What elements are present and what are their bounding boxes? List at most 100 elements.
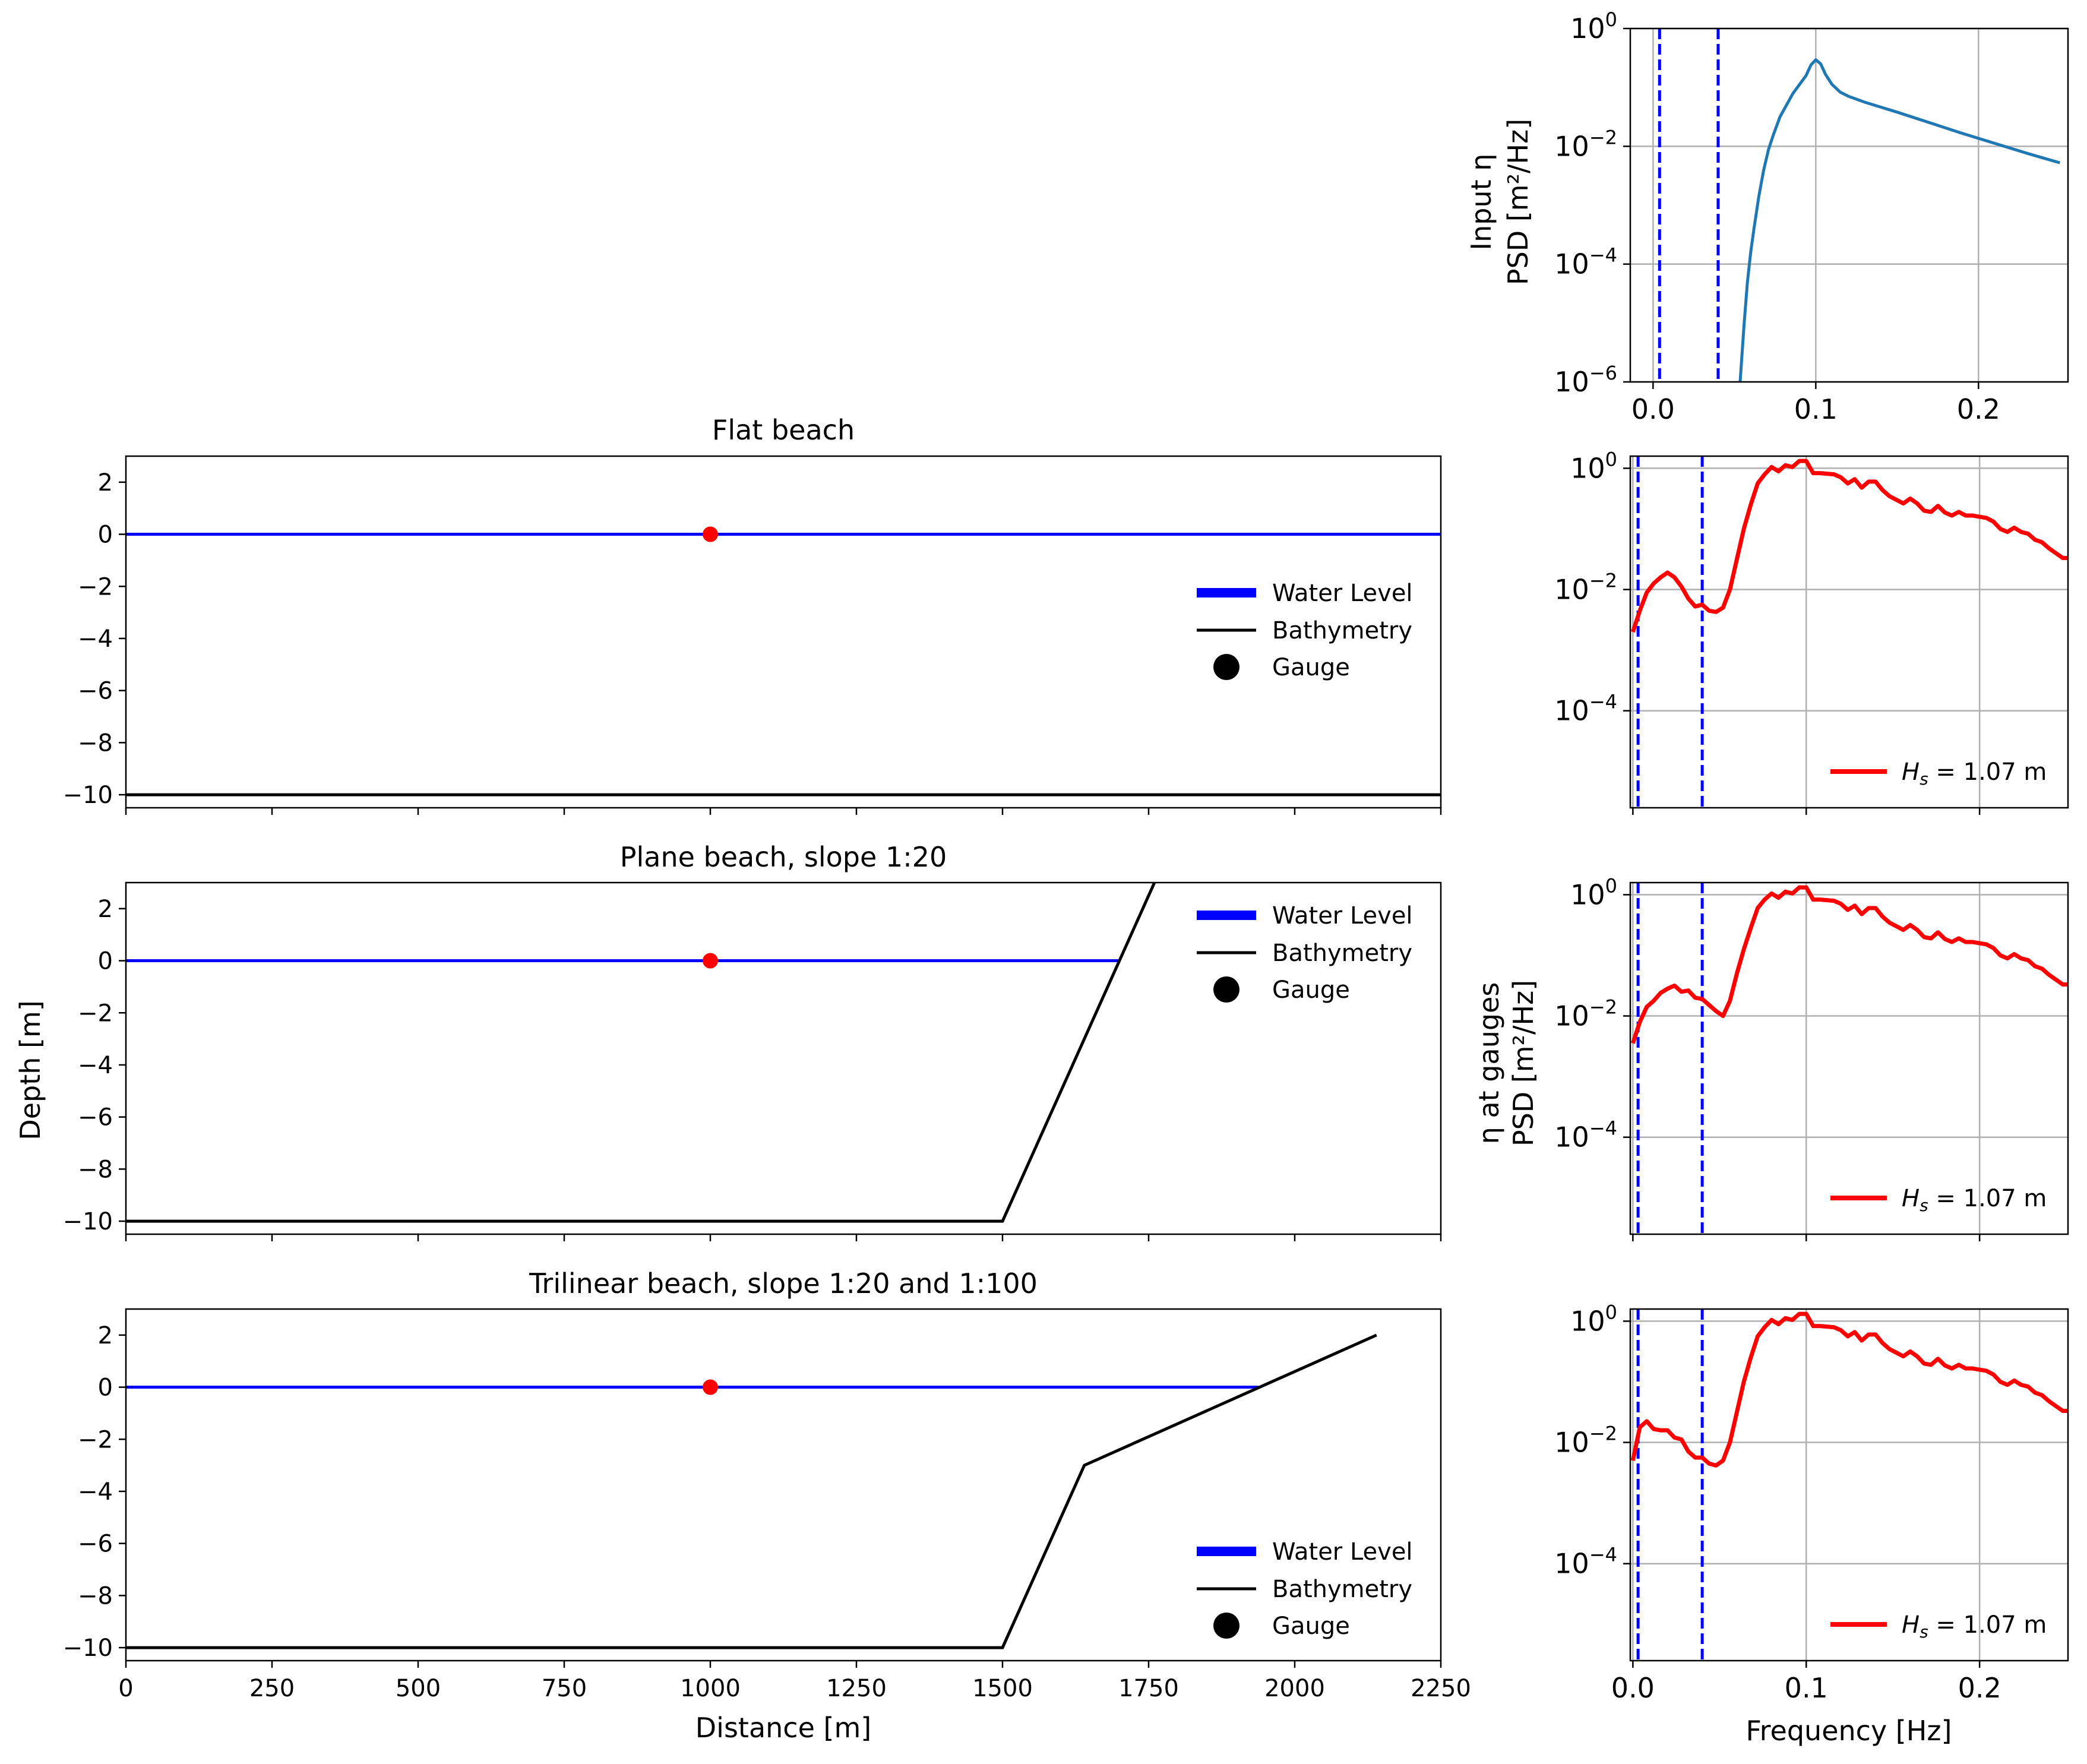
psd-input-ytick-exponent: 0 (1605, 8, 1617, 31)
profile-plane-title: Plane beach, slope 1:20 (620, 841, 947, 873)
psd-gauge-flat-legend: Hs = 1.07 m (1830, 758, 2047, 789)
legend-bathy-text: Bathymetry (1272, 940, 1412, 967)
profile-trilinear-xtick-label: 750 (542, 1675, 587, 1702)
profile-trilinear-frame (125, 1308, 1442, 1662)
profile-trilinear-bathymetry-line (126, 1333, 1377, 1649)
psd-gauge-trilinear-frame (1629, 1308, 2069, 1662)
profile-trilinear-xtick-label: 1500 (972, 1675, 1033, 1702)
psd-gauge-plane-psd-line (1631, 885, 2068, 1044)
legend-hs-symbol: H (1902, 1185, 1920, 1212)
legend-hs-text: Hs = 1.07 m (1902, 758, 2047, 789)
profile-trilinear-xtick-label: 500 (396, 1675, 441, 1702)
profile-flat-ytick-label: −2 (78, 573, 113, 600)
profile-plane-ytick-label: −2 (78, 1000, 113, 1027)
psd-gauge-plane-ytick-base: 10 (1554, 1121, 1589, 1153)
profile-trilinear-xtick-label: 1750 (1118, 1675, 1179, 1702)
psd-gauge-flat-ytick-exponent: −4 (1589, 691, 1617, 713)
profile-trilinear-xtick-label: 250 (249, 1675, 295, 1702)
psd-gauge-trilinear-ytick-exponent: −4 (1589, 1544, 1617, 1566)
profile-trilinear-xtick-label: 1000 (680, 1675, 741, 1702)
psd-gauge-flat-ytick-base: 10 (1554, 574, 1589, 606)
psd-gauge-trilinear-ytick-base: 10 (1554, 1427, 1589, 1459)
profile-flat-ytick-label: 0 (98, 521, 113, 549)
psd-input-frame (1629, 27, 2069, 383)
legend-gauge-text: Gauge (1272, 976, 1350, 1004)
psd-input-ytick-base: 10 (1554, 248, 1589, 280)
psd-input-ylabel-line1: Input η (1465, 154, 1497, 251)
psd-input-ytick-label: 10−6 (1554, 362, 1617, 398)
psd-gauge-flat-frame (1629, 455, 2069, 809)
psd-gauge-trilinear-ytick-base: 10 (1554, 1548, 1589, 1580)
legend-hs-subscript: s (1920, 1196, 1928, 1215)
psd-gauge-trilinear-ytick-base: 10 (1570, 1305, 1605, 1337)
profile-flat-plot: 2 0 −2 −4 −6 −8 −10 (63, 455, 1442, 815)
profile-trilinear-ytick-label: −8 (78, 1582, 113, 1610)
legend-water-text: Water Level (1272, 1538, 1413, 1566)
depth-ylabel: Depth [m] (14, 1000, 46, 1140)
legend-hs-subscript: s (1920, 769, 1928, 789)
psd-gauge-plane-legend: Hs = 1.07 m (1830, 1185, 2047, 1215)
legend-water-text: Water Level (1272, 580, 1413, 607)
psd-gauge-flat-ytick-exponent: −2 (1589, 570, 1617, 592)
legend-hs-symbol: H (1902, 1611, 1920, 1639)
legend-hs-text: Hs = 1.07 m (1902, 1611, 2047, 1642)
psd-input-ytick-label: 100 (1570, 8, 1617, 45)
psd-gauge-flat-ytick-base: 10 (1570, 452, 1605, 484)
psd-input-xtick-label: 0.1 (1794, 393, 1838, 425)
psd-gauge-plane-ytick-label: 10−4 (1554, 1117, 1617, 1153)
psd-input-xtick-label: 0.0 (1631, 393, 1675, 425)
psd-input-ytick-label: 10−2 (1554, 126, 1617, 162)
legend-hs-subscript: s (1920, 1622, 1928, 1642)
psd-input-ytick-exponent: −6 (1589, 362, 1617, 384)
profile-trilinear-xtick-label: 1250 (826, 1675, 887, 1702)
profile-plane-ytick-label: −10 (63, 1208, 113, 1235)
profile-trilinear-ytick-label: −6 (78, 1531, 113, 1558)
profile-flat-ytick-label: −10 (63, 782, 113, 809)
distance-xlabel: Distance [m] (695, 1712, 871, 1744)
profile-flat-ytick-label: −4 (78, 625, 113, 653)
psd-gauge-plane-ytick-base: 10 (1554, 1000, 1589, 1032)
legend-gauge-marker (1213, 1613, 1239, 1639)
psd-gauge-plane-ytick-label: 10−2 (1554, 996, 1617, 1032)
psd-gauge-trilinear-ytick-label: 100 (1570, 1301, 1617, 1337)
legend-bathy-text: Bathymetry (1272, 1576, 1412, 1603)
profile-plane-ytick-label: −4 (78, 1052, 113, 1079)
profile-plane-bathymetry-line (126, 883, 1156, 1223)
psd-gauge-plane-ytick-exponent: −4 (1589, 1117, 1617, 1140)
psd-gauge-flat-ytick-base: 10 (1554, 695, 1589, 727)
profile-flat-ytick-label: 2 (98, 469, 113, 497)
profile-trilinear-plot: 20−2−4−6−8−100 250 500 750 1000 1250 1500 1750 2… (63, 1308, 1471, 1702)
profile-trilinear-ytick-label: −2 (78, 1426, 113, 1453)
psd-gauge-plane-ytick-exponent: 0 (1605, 874, 1617, 897)
profile-plane-gauge-point (703, 953, 718, 969)
psd-gauge-trilinear-ytick-label: 10−2 (1554, 1422, 1617, 1459)
psd-gauge-trilinear-xtick-label: 0.1 (1785, 1672, 1828, 1704)
psd-gauge-plane-ytick-base: 10 (1570, 878, 1605, 911)
psd-input-ytick-base: 10 (1554, 130, 1589, 162)
psd-gauge-trilinear-ytick-exponent: −2 (1589, 1422, 1617, 1445)
psd-gauge-flat-ytick-exponent: 0 (1605, 448, 1617, 470)
profile-trilinear-panel: Trilinear beach, slope 1:20 and 1:100 20… (63, 1267, 1471, 1744)
profile-plane-plot: 2 0 −2 −4 −6 −8 −10 (63, 881, 1442, 1241)
profile-flat-legend: Water Level Bathymetry Gauge (1197, 580, 1413, 681)
legend-hs-value: = 1.07 m (1928, 1611, 2047, 1639)
profile-flat-title: Flat beach (712, 414, 855, 446)
legend-gauge-text: Gauge (1272, 1613, 1350, 1640)
profile-trilinear-xtick-label: 2000 (1264, 1675, 1325, 1702)
profile-trilinear-xtick-label: 0 (118, 1675, 133, 1702)
psd-input-ytick-exponent: −4 (1589, 244, 1617, 267)
profile-trilinear-ytick-label: 0 (98, 1374, 113, 1402)
profile-plane-frame (125, 881, 1442, 1235)
profile-trilinear-xtick-label: 2250 (1411, 1675, 1471, 1702)
legend-bathy-text: Bathymetry (1272, 617, 1412, 644)
psd-gauge-plane-ytick-exponent: −2 (1589, 996, 1617, 1019)
profile-plane-ytick-label: −8 (78, 1156, 113, 1183)
psd-gauge-flat-ytick-label: 10−2 (1554, 570, 1617, 606)
legend-hs-value: = 1.07 m (1928, 758, 2047, 786)
gauge-ylabel-line2: PSD [m²/Hz] (1507, 980, 1539, 1146)
psd-gauge-flat-psd-line (1631, 459, 2068, 633)
